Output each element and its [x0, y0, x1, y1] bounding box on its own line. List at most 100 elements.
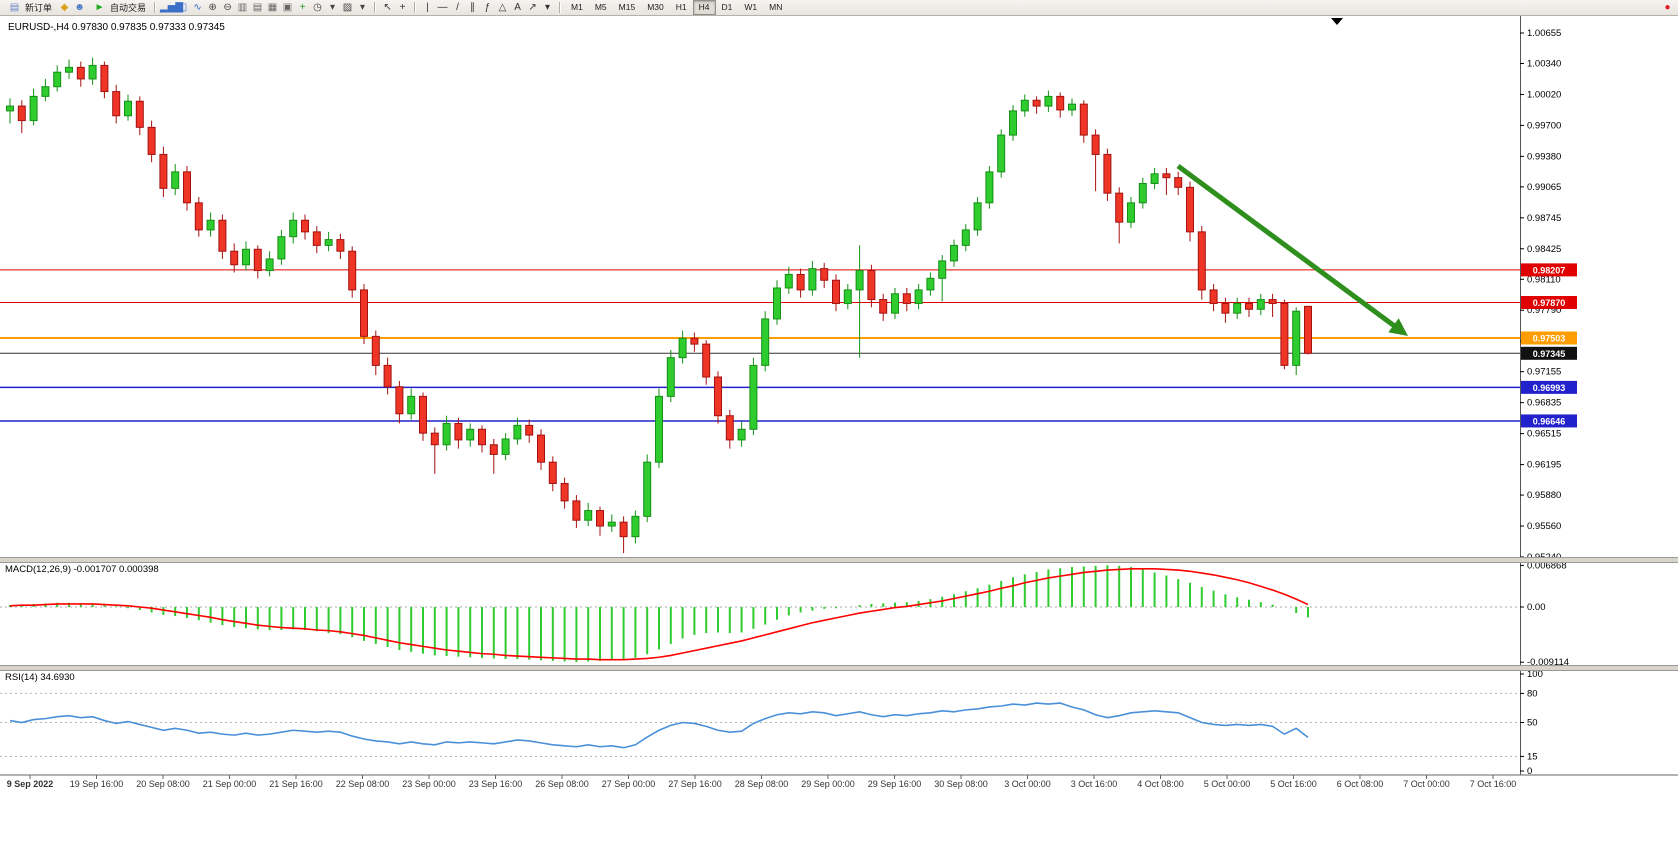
timeframe-w1[interactable]: W1: [744, 2, 758, 12]
horizontal-line-icon[interactable]: —: [437, 1, 448, 13]
toolbar-separator: [414, 2, 417, 13]
tile-windows-icon[interactable]: ▦: [267, 1, 278, 13]
account-icons: ◆ ☻: [57, 1, 87, 15]
shapes-icon[interactable]: △: [498, 1, 507, 13]
svg-text:22 Sep 08:00: 22 Sep 08:00: [336, 779, 390, 789]
svg-text:29 Sep 00:00: 29 Sep 00:00: [801, 779, 855, 789]
macd-signal-line: [9, 568, 1309, 661]
new-order-button[interactable]: ▤ 新订单: [3, 1, 56, 15]
chevron-down-icon[interactable]: ▾: [330, 1, 336, 13]
candlestick-chart-icon[interactable]: ◫: [177, 1, 188, 13]
svg-text:0.96195: 0.96195: [1527, 460, 1561, 471]
svg-text:0.97155: 0.97155: [1527, 367, 1561, 378]
timeframe-h1[interactable]: H1: [675, 2, 687, 12]
chart-shift-icon[interactable]: ▤: [252, 1, 263, 13]
svg-text:21 Sep 16:00: 21 Sep 16:00: [269, 779, 323, 789]
svg-text:20 Sep 08:00: 20 Sep 08:00: [136, 779, 190, 789]
timeframe-m15[interactable]: M15: [618, 2, 636, 12]
timeframe-m30[interactable]: M30: [647, 2, 664, 12]
svg-text:3 Oct 00:00: 3 Oct 00:00: [1004, 779, 1051, 789]
toolbar-separator: [374, 2, 377, 13]
arrows-icon[interactable]: ↗: [528, 1, 537, 13]
svg-text:15: 15: [1527, 751, 1538, 762]
auto-trading-button[interactable]: ► 自动交易: [88, 1, 150, 15]
svg-text:28 Sep 08:00: 28 Sep 08:00: [735, 779, 789, 789]
crosshair-icon[interactable]: +: [399, 1, 406, 13]
toolbar-separator: [559, 2, 562, 13]
time-axis: 9 Sep 2022 19 Sep 16:00 20 Sep 08:00 21 Sep…: [0, 774, 1678, 789]
svg-text:1.00340: 1.00340: [1527, 58, 1561, 69]
auto-trading-label: 自动交易: [110, 3, 147, 13]
price-badge: [1521, 414, 1577, 428]
macd-panel: 0.006868 0.00 -0.009114: [0, 560, 1569, 668]
trend-arrow[interactable]: [1176, 163, 1408, 336]
timeframe-h4[interactable]: H4: [692, 0, 716, 15]
right-icons: ●: [1660, 1, 1675, 15]
drawing-tool-icons: | — / ∥ ƒ △ A ↗ ▾: [420, 1, 555, 15]
play-icon: ►: [94, 1, 105, 13]
text-icon[interactable]: A: [514, 1, 521, 13]
svg-text:6 Oct 08:00: 6 Oct 08:00: [1337, 779, 1384, 789]
svg-text:26 Sep 08:00: 26 Sep 08:00: [535, 779, 589, 789]
arrow-head: [1388, 318, 1408, 336]
periods-icon[interactable]: ◷: [313, 1, 322, 13]
svg-text:0.95560: 0.95560: [1527, 521, 1561, 532]
macd-indicator-label: MACD(12,26,9) -0.001707 0.000398: [5, 564, 159, 575]
svg-text:50: 50: [1527, 718, 1538, 729]
fibonacci-icon[interactable]: ƒ: [484, 1, 491, 13]
svg-text:23 Sep 16:00: 23 Sep 16:00: [469, 779, 523, 789]
svg-text:0.99065: 0.99065: [1527, 182, 1561, 193]
svg-text:0.96646: 0.96646: [1533, 416, 1566, 426]
svg-text:0.97870: 0.97870: [1533, 298, 1566, 308]
svg-text:0.00: 0.00: [1527, 602, 1546, 613]
line-chart-icon[interactable]: ∿: [193, 1, 202, 13]
chart-shift-marker-icon[interactable]: [1331, 18, 1343, 25]
timeframe-d1[interactable]: D1: [721, 2, 733, 12]
svg-text:0.95880: 0.95880: [1527, 490, 1561, 501]
svg-text:0.99700: 0.99700: [1527, 120, 1561, 131]
zoom-out-icon[interactable]: ⊖: [223, 1, 232, 13]
svg-text:5 Oct 00:00: 5 Oct 00:00: [1204, 779, 1251, 789]
templates-icon[interactable]: ▨: [342, 1, 353, 13]
alert-icon[interactable]: ●: [1664, 1, 1671, 13]
svg-text:0.97503: 0.97503: [1533, 334, 1566, 344]
cursor-icon[interactable]: ↖: [383, 1, 392, 13]
svg-text:1.00020: 1.00020: [1527, 89, 1561, 100]
svg-text:21 Sep 00:00: 21 Sep 00:00: [203, 779, 257, 789]
auto-scroll-icon[interactable]: ▥: [237, 1, 248, 13]
svg-text:19 Sep 16:00: 19 Sep 16:00: [70, 779, 124, 789]
svg-text:0.97345: 0.97345: [1533, 349, 1566, 359]
price-badge: [1521, 331, 1577, 345]
price-badges: 0.98207 0.97870 0.97503 0.97345 0.96993 0.966…: [1521, 263, 1577, 428]
indicators-add-icon[interactable]: +: [299, 1, 306, 13]
svg-text:0.98745: 0.98745: [1527, 213, 1561, 224]
vertical-line-icon[interactable]: |: [426, 1, 429, 13]
zoom-in-icon[interactable]: ⊕: [208, 1, 217, 13]
mql5-icon[interactable]: ◆: [60, 1, 69, 13]
timeframe-m5[interactable]: M5: [594, 2, 607, 12]
horizontal-lines-layer: [0, 269, 1520, 422]
timeframe-m1[interactable]: M1: [571, 2, 583, 12]
timeframe-mn[interactable]: MN: [769, 2, 783, 12]
trendline-icon[interactable]: /: [456, 1, 459, 13]
community-icon[interactable]: ☻: [74, 1, 85, 13]
new-chart-icon[interactable]: ▣: [282, 1, 293, 13]
candles-layer: [6, 57, 1312, 554]
chevron-down-icon[interactable]: ▾: [360, 1, 366, 13]
timeframe-toolbar: M1 M5 M15 M30 H1 H4 D1 W1 MN: [565, 0, 788, 15]
chevron-down-icon[interactable]: ▾: [545, 1, 551, 13]
svg-text:0.99380: 0.99380: [1527, 151, 1561, 162]
svg-text:-0.009114: -0.009114: [1527, 657, 1569, 668]
svg-text:0: 0: [1527, 766, 1532, 777]
rsi-panel: 100 80 50 15 0: [0, 669, 1543, 777]
svg-text:0.98110: 0.98110: [1527, 274, 1561, 285]
svg-text:27 Sep 00:00: 27 Sep 00:00: [602, 779, 656, 789]
channel-icon[interactable]: ∥: [470, 1, 476, 13]
rsi-indicator-label: RSI(14) 34.6930: [5, 672, 75, 683]
bar-chart-icon[interactable]: ▂▅▇: [160, 1, 184, 13]
price-badge: [1521, 263, 1577, 277]
svg-text:0.97790: 0.97790: [1527, 305, 1561, 316]
svg-text:27 Sep 16:00: 27 Sep 16:00: [668, 779, 722, 789]
